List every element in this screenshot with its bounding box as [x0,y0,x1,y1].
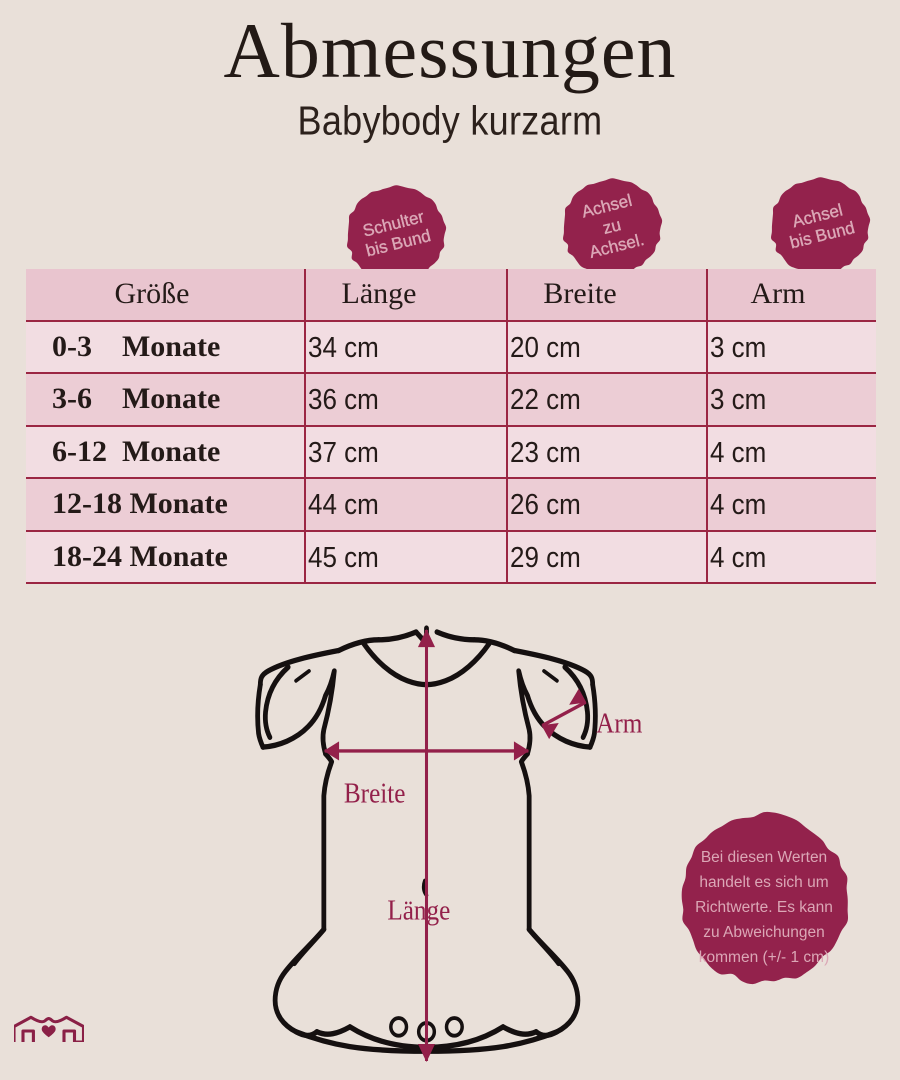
svg-text:Länge: Länge [387,894,450,926]
svg-text:Breite: Breite [344,777,406,809]
svg-text:Arm: Arm [596,707,642,739]
